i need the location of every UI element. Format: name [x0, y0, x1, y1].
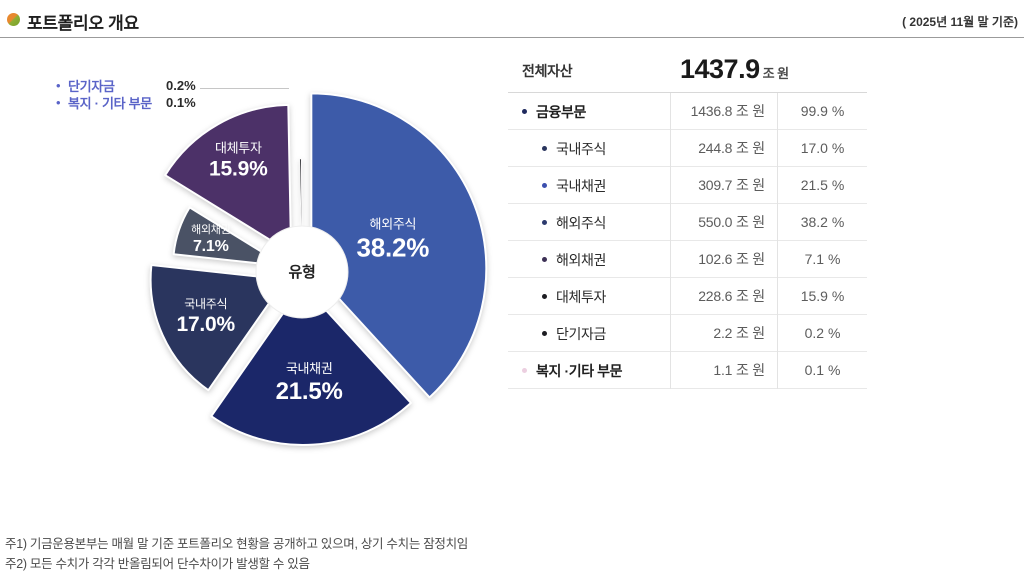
slice-pct-label: 21.5% [276, 378, 343, 405]
row-bullet-icon [542, 331, 547, 336]
table-row-welfare-other: 복지 ·기타 부문 1.1 조 원 0.1 % [508, 352, 867, 389]
row-pct: 0.1 % [777, 352, 867, 389]
pie-slice [210, 283, 412, 446]
row-value: 2.2 조 원 [670, 315, 777, 352]
slice-pct-label: 17.0% [176, 313, 235, 336]
row-bullet-icon [542, 294, 547, 299]
table-row-domestic-bond: 국내채권 309.7 조 원 21.5 % [508, 167, 867, 204]
pie-slice [310, 92, 488, 399]
pie-slice [172, 206, 286, 268]
table-row-alternatives: 대체투자 228.6 조 원 15.9 % [508, 278, 867, 315]
slice-name-label: 국내주식 [184, 297, 227, 311]
row-bullet-icon [542, 257, 547, 262]
row-label: 복지 ·기타 부문 [536, 362, 623, 379]
row-value: 244.8 조 원 [670, 130, 777, 167]
total-assets-unit: 조 원 [762, 66, 790, 81]
row-pct: 7.1 % [777, 241, 867, 278]
legend-item-welfare: • 복지 · 기타 부문 0.1% [56, 94, 196, 111]
slice-pct-label: 7.1% [193, 238, 229, 255]
slice-name-label: 국내채권 [286, 361, 333, 376]
slice-name-label: 해외주식 [370, 217, 417, 232]
as-of-date: ( 2025년 11월 말 기준) [902, 15, 1018, 29]
row-pct: 21.5 % [777, 167, 867, 204]
row-label: 해외채권 [556, 251, 606, 268]
pie-center-hole [255, 225, 349, 319]
row-bullet-icon [542, 146, 547, 151]
row-value: 228.6 조 원 [670, 278, 777, 315]
row-pct: 17.0 % [777, 130, 867, 167]
row-value: 102.6 조 원 [670, 241, 777, 278]
legend-pct: 0.1% [166, 95, 196, 110]
row-bullet-icon [542, 220, 547, 225]
legend-bullet-icon: • [56, 95, 61, 110]
slice-pct-label: 38.2% [357, 233, 430, 263]
row-pct: 15.9 % [777, 278, 867, 315]
row-value: 309.7 조 원 [670, 167, 777, 204]
legend-leader-line [200, 88, 289, 89]
asset-table-header: 전체자산 1437.9 조 원 [508, 48, 867, 93]
page-header: 포트폴리오 개요 ( 2025년 11월 말 기준) [0, 0, 1024, 38]
table-row-financial-sector: 금융부문 1436.8 조 원 99.9 % [508, 93, 867, 130]
total-assets-amount: 1437.9 조 원 [680, 54, 789, 85]
footnote-1: 주1) 기금운용본부는 매월 말 기준 포트폴리오 현황을 공개하고 있으며, … [5, 537, 468, 551]
pie-center-label: 유형 [288, 264, 315, 281]
total-assets-value: 1437.9 [680, 54, 760, 84]
pie-slice [301, 158, 303, 267]
slice-pct-label: 15.9% [209, 157, 268, 180]
section-bullet-icon [7, 13, 20, 26]
row-bullet-icon [542, 183, 547, 188]
row-label: 해외주식 [556, 214, 606, 231]
pie-slice [164, 103, 293, 254]
table-row-domestic-equity: 국내주식 244.8 조 원 17.0 % [508, 130, 867, 167]
pie-slice [149, 264, 287, 392]
table-row-global-bond: 해외채권 102.6 조 원 7.1 % [508, 241, 867, 278]
footnote-2: 주2) 모든 수치가 각각 반올림되어 단수차이가 발생할 수 있음 [5, 557, 310, 571]
table-row-short-term: 단기자금 2.2 조 원 0.2 % [508, 315, 867, 352]
row-pct: 0.2 % [777, 315, 867, 352]
slice-name-label: 해외채권 [191, 222, 230, 236]
slice-name-label: 대체투자 [215, 140, 262, 155]
page-title: 포트폴리오 개요 [27, 14, 139, 33]
pie-legend: • 단기자금 0.2% • 복지 · 기타 부문 0.1% [56, 77, 196, 111]
footnotes: 주1) 기금운용본부는 매월 말 기준 포트폴리오 현황을 공개하고 있으며, … [5, 534, 468, 574]
row-pct: 99.9 % [777, 93, 867, 130]
legend-bullet-icon: • [56, 78, 61, 93]
legend-label: 복지 · 기타 부문 [68, 96, 152, 111]
asset-table: 전체자산 1437.9 조 원 금융부문 1436.8 조 원 99.9 % 국… [508, 48, 867, 389]
row-value: 550.0 조 원 [670, 204, 777, 241]
row-value: 1.1 조 원 [670, 352, 777, 389]
legend-label: 단기자금 [68, 79, 115, 94]
total-assets-label: 전체자산 [522, 63, 573, 79]
row-label: 국내채권 [556, 177, 606, 194]
legend-item-short-term: • 단기자금 0.2% [56, 77, 196, 94]
legend-pct: 0.2% [166, 78, 196, 93]
row-label: 금융부문 [536, 103, 586, 120]
row-label: 국내주식 [556, 140, 606, 157]
pie-chart-area: 해외주식 38.2% 국내채권 21.5% 국내주식 17.0% 해외채권 7.1% 대체투자 1… [0, 44, 512, 544]
row-bullet-icon [522, 368, 527, 373]
table-row-global-equity: 해외주식 550.0 조 원 38.2 % [508, 204, 867, 241]
row-label: 대체투자 [556, 288, 606, 305]
row-value: 1436.8 조 원 [670, 93, 777, 130]
row-label: 단기자금 [556, 325, 606, 342]
row-bullet-icon [522, 109, 527, 114]
row-pct: 38.2 % [777, 204, 867, 241]
